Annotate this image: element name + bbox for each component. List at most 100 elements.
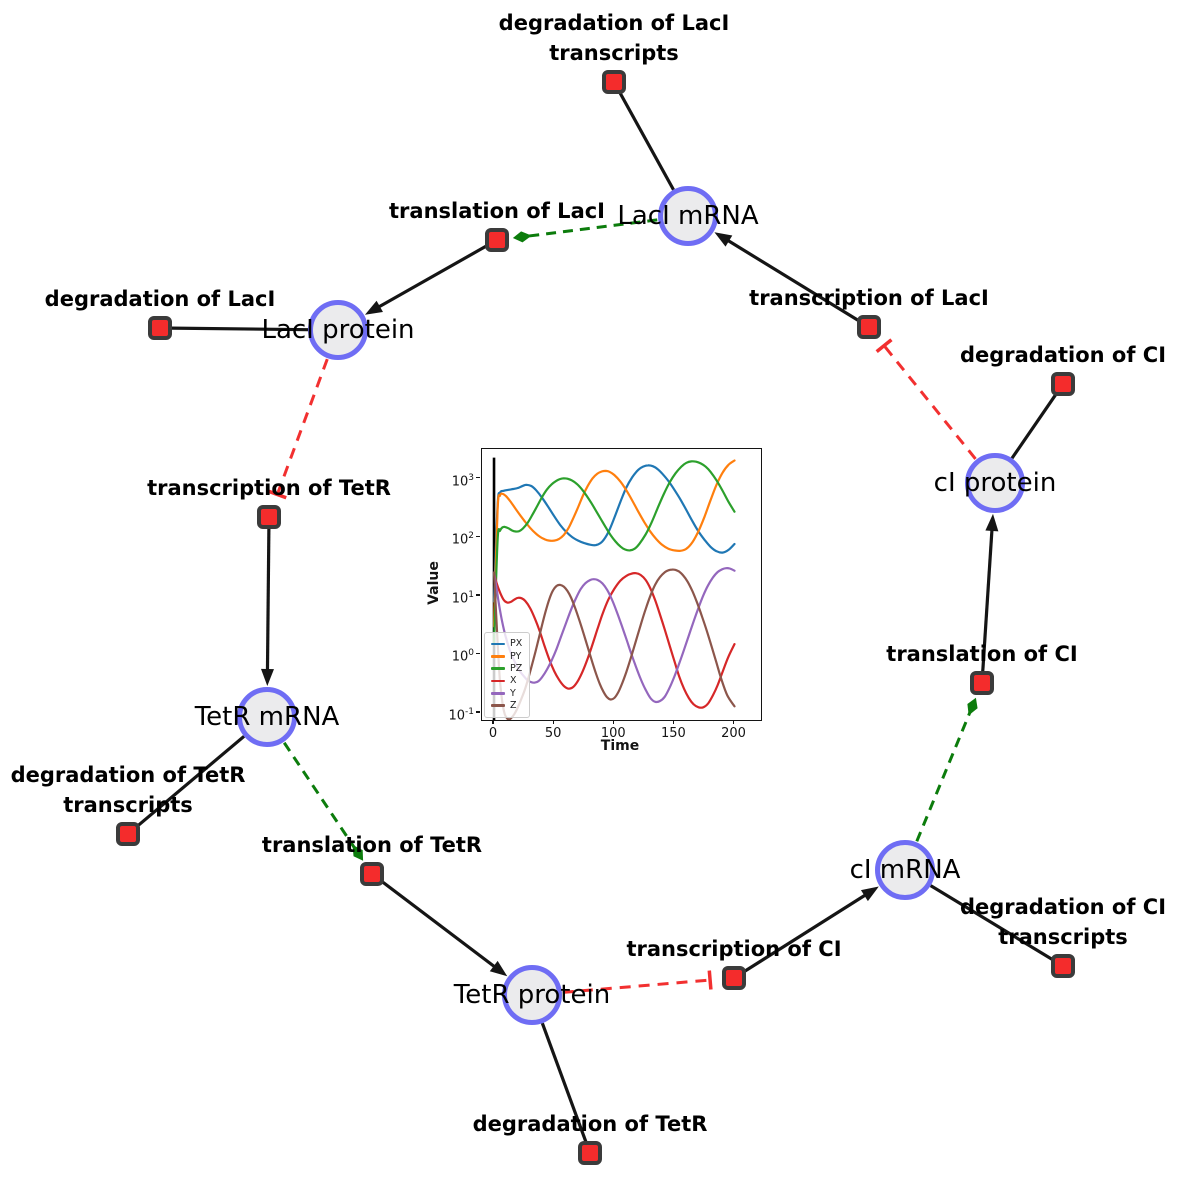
x-tick-label: 100 (600, 726, 626, 741)
species-label-laci-protein: LacI protein (261, 315, 415, 345)
edge-tetr-mrna-to-deg-tetr-transcripts (135, 735, 246, 829)
edge-transl-tetr-to-tetr-protein (379, 879, 508, 977)
edge-ci-protein-to-transcr-laci (875, 338, 977, 460)
x-axis-label: Time (600, 738, 640, 754)
species-node-laci-mrna[interactable] (658, 186, 718, 246)
legend-entry-pz: PZ (491, 663, 522, 675)
legend-entry-px: PX (491, 638, 522, 650)
edge-laci-mrna-to-transl-laci (512, 218, 658, 243)
edge-tetr-protein-to-transcr-ci (562, 970, 713, 994)
edge-transl-ci-to-ci-protein (981, 513, 999, 673)
species-node-tetr-protein[interactable] (502, 965, 562, 1025)
reaction-node-transcr-laci[interactable] (857, 315, 881, 339)
plot-legend: PX PY PZ X Y Z (484, 632, 531, 718)
reaction-label-deg-tetr: degradation of TetR (472, 1112, 708, 1136)
reaction-node-deg-tetr[interactable] (578, 1141, 602, 1165)
reaction-label-transl-ci: translation of CI (886, 642, 1078, 666)
species-label-laci-mrna: LacI mRNA (617, 201, 759, 231)
y-tick-mark (476, 711, 480, 713)
edge-laci-mrna-to-deg-laci-transcripts (617, 90, 675, 191)
x-tick-mark (612, 720, 614, 724)
edge-transcr-laci-to-laci-mrna (714, 232, 861, 323)
legend-swatch-icon (491, 679, 505, 683)
y-tick-mark (476, 535, 480, 537)
legend-entry-y: Y (491, 687, 522, 699)
x-tick-label: 0 (488, 726, 498, 741)
legend-label: PY (510, 650, 522, 662)
y-tick-label: 100 (451, 648, 474, 665)
legend-entry-x: X (491, 675, 522, 687)
y-tick-mark (476, 477, 480, 479)
legend-label: X (510, 675, 517, 687)
edge-laci-protein-to-transcr-tetr (267, 358, 329, 500)
reaction-node-deg-ci-transcripts[interactable] (1051, 954, 1075, 978)
series-line-pz (492, 460, 736, 646)
x-tick-label: 200 (721, 726, 746, 741)
edge-ci-protein-to-deg-ci (1010, 392, 1059, 460)
edge-tetr-mrna-to-transl-tetr (282, 741, 364, 861)
species-label-ci-mrna: cI mRNA (849, 855, 961, 885)
legend-entry-py: PY (491, 650, 522, 662)
edge-tetr-protein-to-deg-tetr (540, 1022, 588, 1144)
edge-transcr-ci-to-ci-mrna (742, 886, 879, 974)
x-tick-mark (552, 720, 554, 724)
y-tick-mark (476, 594, 480, 596)
y-axis-label: Value (426, 561, 442, 605)
reaction-label-deg-laci: degradation of LacI (44, 287, 276, 311)
edge-transcr-tetr-to-tetr-mrna (260, 527, 274, 687)
y-tick-label: 10-1 (448, 706, 474, 724)
legend-swatch-icon (491, 704, 505, 707)
x-tick-label: 50 (544, 726, 562, 741)
species-node-ci-mrna[interactable] (875, 840, 935, 900)
reaction-label-transcr-tetr: transcription of TetR (147, 476, 391, 500)
y-tick-label: 103 (451, 472, 474, 490)
legend-label: Z (510, 699, 517, 711)
legend-label: Y (510, 687, 516, 699)
reaction-node-transl-tetr[interactable] (360, 862, 384, 886)
reaction-node-deg-tetr-transcripts[interactable] (116, 822, 140, 846)
x-tick-mark (732, 720, 735, 724)
reaction-node-deg-ci[interactable] (1051, 372, 1075, 396)
reaction-label-deg-tetr-transcripts: degradation of TetR transcripts (10, 763, 246, 817)
species-node-tetr-mrna[interactable] (237, 687, 297, 747)
legend-swatch-icon (491, 642, 505, 646)
reaction-node-transcr-tetr[interactable] (257, 505, 281, 529)
x-tick-label: 150 (660, 726, 686, 741)
legend-swatch-icon (491, 692, 505, 695)
series-line-z (492, 568, 736, 720)
y-tick-label: 102 (451, 531, 474, 548)
legend-swatch-icon (491, 667, 505, 671)
series-line-x (492, 571, 736, 709)
x-tick-mark (492, 720, 494, 724)
species-label-ci-protein: cI protein (933, 468, 1057, 498)
reaction-label-deg-ci-transcripts: degradation of CI transcripts (959, 895, 1167, 949)
edge-ci-mrna-to-transl-ci (915, 697, 978, 842)
legend-label: PX (510, 638, 523, 650)
reaction-node-deg-laci[interactable] (148, 316, 172, 340)
edge-laci-protein-to-deg-laci (170, 326, 309, 332)
legend-entry-z: Z (491, 699, 522, 711)
x-tick-mark (672, 720, 674, 724)
reaction-label-transl-laci: translation of LacI (389, 199, 605, 223)
reaction-label-transl-tetr: translation of TetR (261, 833, 483, 857)
reaction-node-transcr-ci[interactable] (722, 966, 746, 990)
reaction-node-transl-laci[interactable] (485, 228, 509, 252)
species-node-ci-protein[interactable] (965, 453, 1025, 513)
legend-label: PZ (510, 662, 523, 674)
legend-swatch-icon (491, 655, 505, 658)
edge-ci-mrna-to-deg-ci-transcripts (929, 884, 1055, 962)
reaction-node-transl-ci[interactable] (970, 671, 994, 695)
species-label-tetr-mrna: TetR mRNA (194, 702, 340, 732)
reaction-label-transcr-ci: transcription of CI (626, 937, 842, 961)
reaction-label-transcr-laci: transcription of LacI (749, 286, 989, 310)
y-tick-mark (476, 652, 480, 655)
species-label-tetr-protein: TetR protein (453, 980, 611, 1010)
reaction-node-deg-laci-transcripts[interactable] (602, 70, 626, 94)
reaction-label-deg-ci: degradation of CI (959, 343, 1167, 367)
y-tick-label: 101 (451, 589, 474, 607)
edge-transl-laci-to-laci-protein (364, 244, 489, 315)
series-line-py (492, 459, 736, 628)
species-node-laci-protein[interactable] (308, 300, 368, 360)
